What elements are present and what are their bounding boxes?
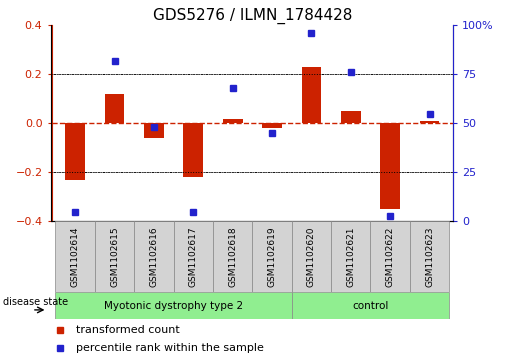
Text: control: control: [352, 301, 389, 311]
Bar: [56, 221, 95, 292]
Bar: [174, 221, 213, 292]
Bar: [341, 111, 360, 123]
Bar: [291, 221, 331, 292]
Bar: [370, 221, 410, 292]
Bar: [381, 123, 400, 209]
Text: GSM1102617: GSM1102617: [189, 227, 198, 287]
Bar: [183, 123, 203, 178]
Bar: [331, 221, 370, 292]
Bar: [291, 292, 449, 319]
Text: Myotonic dystrophy type 2: Myotonic dystrophy type 2: [104, 301, 243, 311]
Text: GSM1102614: GSM1102614: [71, 227, 80, 287]
Text: GSM1102620: GSM1102620: [307, 227, 316, 287]
Text: GSM1102623: GSM1102623: [425, 227, 434, 287]
Text: GSM1102619: GSM1102619: [267, 227, 277, 287]
Text: GSM1102618: GSM1102618: [228, 227, 237, 287]
Bar: [302, 67, 321, 123]
Bar: [420, 121, 439, 123]
Bar: [134, 221, 174, 292]
Text: GSM1102615: GSM1102615: [110, 227, 119, 287]
Bar: [105, 94, 124, 123]
Text: GSM1102621: GSM1102621: [346, 227, 355, 287]
Title: GDS5276 / ILMN_1784428: GDS5276 / ILMN_1784428: [152, 8, 352, 24]
Text: transformed count: transformed count: [76, 325, 179, 335]
Bar: [262, 123, 282, 128]
Bar: [213, 221, 252, 292]
Text: GSM1102616: GSM1102616: [149, 227, 159, 287]
Bar: [144, 123, 164, 138]
Text: disease state: disease state: [3, 297, 67, 307]
Text: percentile rank within the sample: percentile rank within the sample: [76, 343, 264, 353]
Bar: [223, 118, 243, 123]
Bar: [252, 221, 291, 292]
Bar: [95, 221, 134, 292]
Bar: [56, 292, 291, 319]
Bar: [410, 221, 449, 292]
Bar: [65, 123, 85, 180]
Text: GSM1102622: GSM1102622: [386, 227, 394, 287]
